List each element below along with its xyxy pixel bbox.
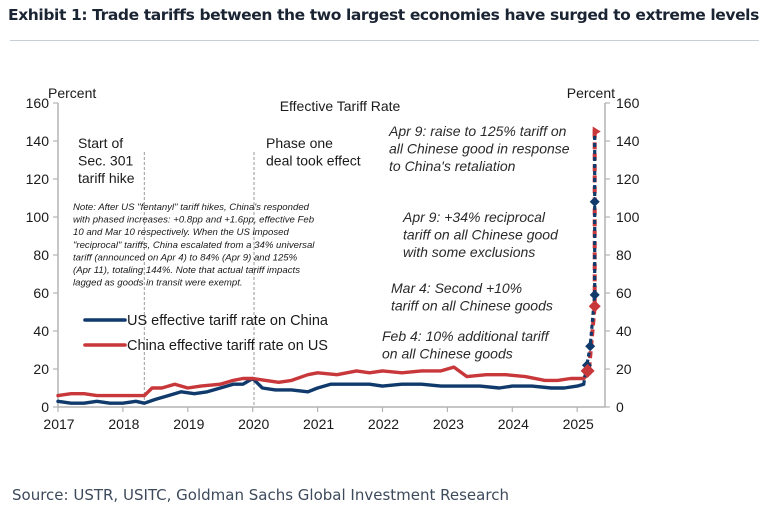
event-label: tariff hike xyxy=(78,170,135,186)
series-line-us xyxy=(56,376,586,405)
left-y-tick-label: 100 xyxy=(26,209,50,225)
us-marker xyxy=(589,196,600,207)
note-line: 10 and Mar 10 respectively. When the US … xyxy=(73,227,289,238)
note-line: Note: After US "fentanyl" tariff hikes, … xyxy=(73,202,310,213)
left-y-tick-label: 60 xyxy=(33,285,49,301)
chart-title: Effective Tariff Rate xyxy=(280,98,401,114)
note-line: tariff (announced on Apr 4) to 84% (Apr … xyxy=(73,252,298,263)
legend-label-us: US effective tariff rate on China xyxy=(127,313,329,329)
annotation-apr9-125: all Chinese good in response xyxy=(389,141,570,157)
left-y-tick-label: 120 xyxy=(26,171,50,187)
left-y-tick-label: 80 xyxy=(33,247,49,263)
event-label: deal took effect xyxy=(266,153,361,169)
x-tick-label: 2017 xyxy=(43,416,74,432)
right-y-tick-label: 0 xyxy=(616,399,624,415)
chart-labels: Percent Percent Effective Tariff Rate Start… xyxy=(48,85,615,362)
left-y-tick-label: 40 xyxy=(33,323,49,339)
right-y-tick-label: 100 xyxy=(616,209,640,225)
right-y-tick-label: 140 xyxy=(616,133,640,149)
left-y-tick-label: 0 xyxy=(41,399,49,415)
exhibit-title: Exhibit 1: Trade tariffs between the two… xyxy=(8,6,759,24)
x-tick-label: 2024 xyxy=(498,416,529,432)
note-line: lagged as goods in transit were exempt. xyxy=(73,278,243,289)
x-tick-label: 2018 xyxy=(108,416,139,432)
x-tick-label: 2021 xyxy=(303,416,334,432)
annotation-mar4: Mar 4: Second +10% xyxy=(391,280,522,296)
us-marker xyxy=(585,341,596,352)
annotation-feb4: Feb 4: 10% additional tariff xyxy=(382,328,551,344)
annotation-apr9-125: to China's retaliation xyxy=(389,158,516,174)
annotation-feb4: on all Chinese goods xyxy=(382,346,513,362)
us-marker xyxy=(589,289,600,300)
event-label: Phase one xyxy=(266,135,333,151)
left-y-tick-label: 20 xyxy=(33,361,49,377)
note-line: with phased increases: +0.8pp and +1.6pp… xyxy=(73,215,315,226)
note-line: (Apr 11), totaling 144%. Note that actua… xyxy=(73,265,300,276)
annotation-apr9-34: Apr 9: +34% reciprocal xyxy=(402,209,546,225)
legend-label-china: China effective tariff rate on US xyxy=(127,338,328,354)
left-y-tick-label: 140 xyxy=(26,133,50,149)
right-y-tick-label: 20 xyxy=(616,361,632,377)
title-divider xyxy=(10,40,759,41)
china-arrow-marker xyxy=(592,126,601,137)
left-y-tick-label: 160 xyxy=(26,95,50,111)
right-y-tick-label: 120 xyxy=(616,171,640,187)
annotation-apr9-125: Apr 9: raise to 125% tariff on xyxy=(388,123,567,139)
right-y-tick-label: 80 xyxy=(616,247,632,263)
right-axis-unit: Percent xyxy=(567,85,615,101)
right-y-tick-label: 40 xyxy=(616,323,632,339)
event-label: Sec. 301 xyxy=(78,153,133,169)
x-tick-label: 2023 xyxy=(433,416,464,432)
event-lines xyxy=(143,152,255,407)
x-tick-label: 2022 xyxy=(368,416,399,432)
event-label: Start of xyxy=(78,135,123,151)
china-marker xyxy=(588,300,601,313)
note-line: "reciprocal" tariffs, China escalated fr… xyxy=(73,240,315,251)
x-tick-label: 2019 xyxy=(173,416,204,432)
source-note: Source: USTR, USITC, Goldman Sachs Globa… xyxy=(12,486,509,504)
annotation-apr9-34: tariff on all Chinese good xyxy=(403,227,559,243)
x-tick-label: 2020 xyxy=(238,416,269,432)
x-tick-label: 2025 xyxy=(563,416,594,432)
right-y-tick-label: 60 xyxy=(616,285,632,301)
series-lines xyxy=(56,126,601,405)
left-axis-unit: Percent xyxy=(48,85,96,101)
annotation-apr9-34: with some exclusions xyxy=(403,244,535,260)
right-y-tick-label: 160 xyxy=(616,95,640,111)
china-marker xyxy=(580,363,595,378)
series-line-china xyxy=(56,365,586,398)
annotation-mar4: tariff on all Chinese goods xyxy=(391,298,553,314)
